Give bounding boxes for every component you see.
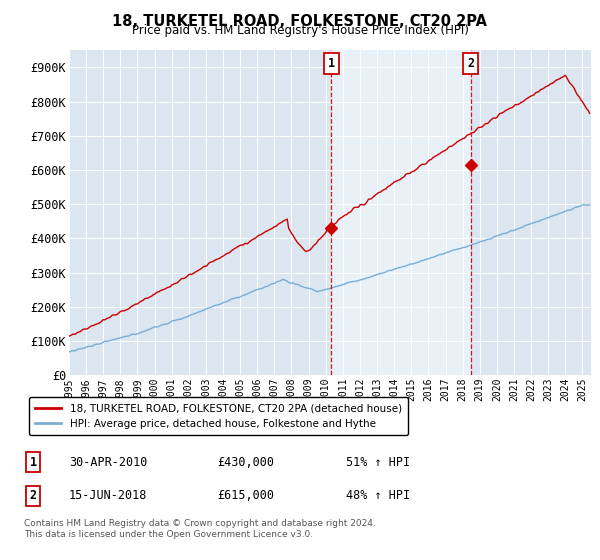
Text: Price paid vs. HM Land Registry's House Price Index (HPI): Price paid vs. HM Land Registry's House … [131, 24, 469, 37]
Text: Contains HM Land Registry data © Crown copyright and database right 2024.
This d: Contains HM Land Registry data © Crown c… [24, 520, 376, 539]
Bar [331, 50, 470, 375]
Text: £430,000: £430,000 [217, 455, 275, 469]
Text: 2: 2 [29, 489, 37, 502]
Text: 15-JUN-2018: 15-JUN-2018 [69, 489, 147, 502]
Text: 51% ↑ HPI: 51% ↑ HPI [346, 455, 410, 469]
Text: 30-APR-2010: 30-APR-2010 [69, 455, 147, 469]
Legend: 18, TURKETEL ROAD, FOLKESTONE, CT20 2PA (detached house), HPI: Average price, de: 18, TURKETEL ROAD, FOLKESTONE, CT20 2PA … [29, 397, 408, 435]
Text: 1: 1 [29, 455, 37, 469]
Text: 18, TURKETEL ROAD, FOLKESTONE, CT20 2PA: 18, TURKETEL ROAD, FOLKESTONE, CT20 2PA [113, 14, 487, 29]
Text: 48% ↑ HPI: 48% ↑ HPI [346, 489, 410, 502]
Text: £615,000: £615,000 [217, 489, 275, 502]
Text: 1: 1 [328, 57, 335, 70]
Text: 2: 2 [467, 57, 474, 70]
